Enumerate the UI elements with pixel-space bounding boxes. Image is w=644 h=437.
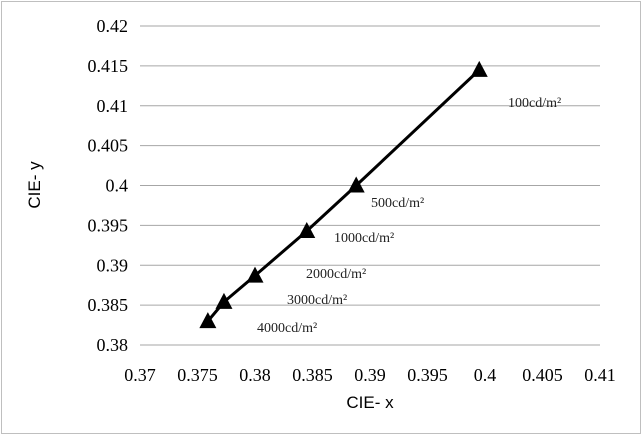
x-tick-label: 0.37 [124,365,156,385]
x-axis-title: CIE- x [346,393,394,412]
y-tick-label: 0.395 [88,215,129,235]
x-tick-label: 0.405 [522,365,563,385]
data-point-marker [246,266,264,283]
x-tick-label: 0.395 [407,365,448,385]
x-tick-label: 0.41 [584,365,616,385]
y-tick-label: 0.405 [88,136,129,156]
luminance-annotation: 1000cd/m² [334,231,394,246]
y-tick-label: 0.4 [106,176,129,196]
y-tick-label: 0.42 [97,16,129,36]
data-point-marker [199,312,217,329]
y-tick-label: 0.38 [97,335,129,355]
x-tick-label: 0.385 [292,365,333,385]
data-point-marker [298,221,316,238]
y-tick-label: 0.41 [97,96,129,116]
x-tick-label: 0.4 [474,365,497,385]
series-line [206,68,481,323]
y-axis-title: CIE- y [25,161,44,209]
luminance-annotation: 3000cd/m² [287,293,347,308]
y-tick-label: 0.385 [88,295,129,315]
data-point-marker [470,60,488,77]
y-tick-label: 0.39 [97,255,129,275]
x-tick-label: 0.39 [354,365,386,385]
luminance-annotation: 500cd/m² [371,196,424,211]
data-point-marker [215,292,233,309]
y-tick-label: 0.415 [88,56,129,76]
luminance-annotation: 100cd/m² [508,96,561,111]
luminance-annotation: 2000cd/m² [306,267,366,282]
luminance-annotation: 4000cd/m² [257,321,317,336]
x-tick-label: 0.38 [239,365,271,385]
x-tick-label: 0.375 [177,365,218,385]
data-point-marker [347,176,365,193]
